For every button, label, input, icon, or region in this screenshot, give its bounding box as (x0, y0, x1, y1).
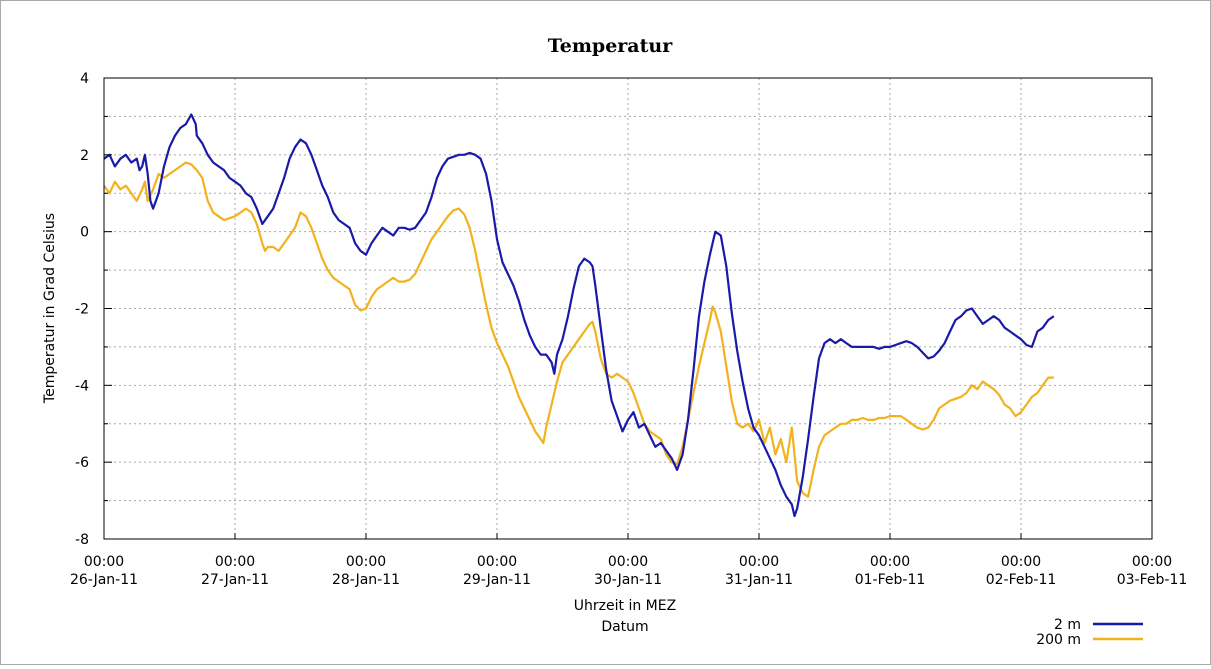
x-tick-label-time: 00:00 (870, 554, 910, 570)
x-tick-label-date: 31-Jan-11 (725, 572, 793, 588)
series-line-2-m (103, 113, 1055, 518)
x-tick-label-time: 00:00 (739, 554, 779, 570)
x-tick-label-time: 00:00 (477, 554, 517, 570)
x-tick-label-date: 03-Feb-11 (1117, 572, 1188, 588)
y-tick-label: -2 (75, 302, 89, 318)
x-axis-label-date: Datum (601, 619, 648, 635)
x-tick-label-date: 01-Feb-11 (855, 572, 926, 588)
x-tick-label-time: 00:00 (608, 554, 648, 570)
x-axis-label: Uhrzeit in MEZ (574, 598, 676, 614)
x-tick-label-date: 26-Jan-11 (70, 572, 138, 588)
y-axis-label: Temperatur in Grad Celsius (42, 213, 58, 404)
x-tick-label-date: 28-Jan-11 (332, 572, 400, 588)
x-tick-label-date: 02-Feb-11 (986, 572, 1057, 588)
x-tick-label-date: 29-Jan-11 (463, 572, 531, 588)
x-tick-label-time: 00:00 (346, 554, 386, 570)
y-tick-label: -4 (75, 378, 89, 394)
x-tick-label-date: 27-Jan-11 (201, 572, 269, 588)
series-line-200-m (103, 161, 1054, 498)
axis-ticks: 00:00 26-Jan-11 00:00 27-Jan-11 00:00 28-Jan-… (70, 71, 1187, 588)
x-tick-label-date: 30-Jan-11 (594, 572, 662, 588)
series-lines (103, 113, 1055, 518)
x-tick-label-time: 00:00 (215, 554, 255, 570)
grid (104, 78, 1152, 539)
y-tick-label: -8 (75, 532, 89, 548)
legend-label: 200 m (1036, 632, 1081, 648)
legend-label: 2 m (1054, 617, 1081, 633)
chart-title: Temperatur (548, 35, 673, 57)
y-tick-label: 2 (80, 148, 89, 164)
y-tick-label: -6 (75, 455, 89, 471)
y-tick-label: 0 (80, 225, 89, 241)
y-tick-label: 4 (80, 71, 89, 87)
x-tick-label-time: 00:00 (1001, 554, 1041, 570)
x-tick-label-time: 00:00 (1132, 554, 1172, 570)
x-tick-label-time: 00:00 (84, 554, 124, 570)
